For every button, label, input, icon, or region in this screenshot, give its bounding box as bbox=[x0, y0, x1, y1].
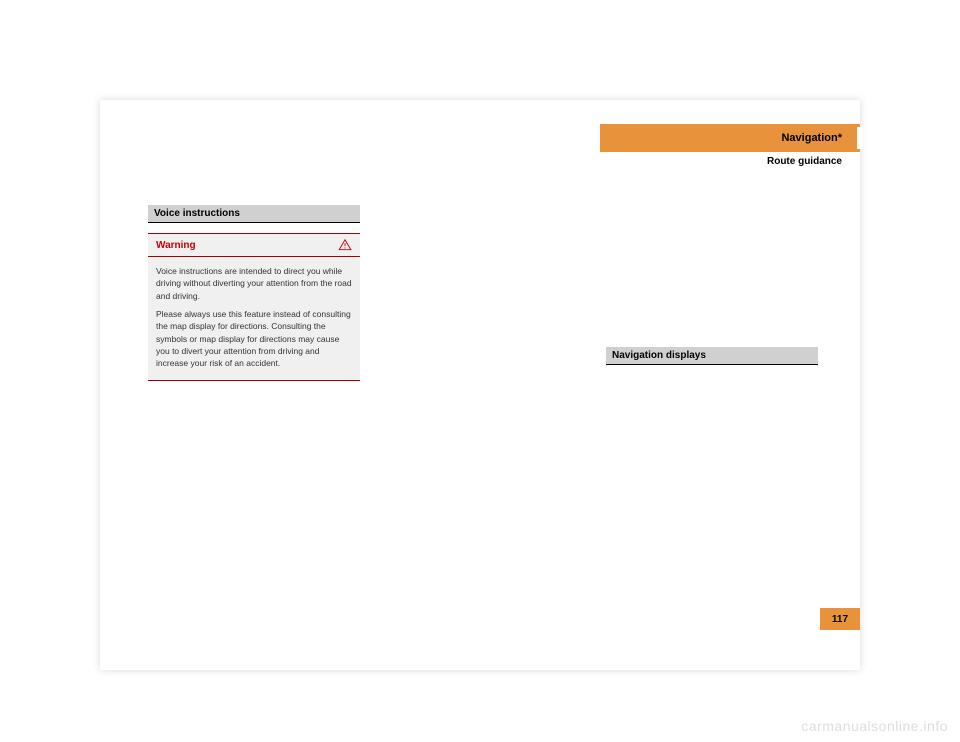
warning-title: Warning bbox=[156, 240, 196, 251]
warning-callout: Warning Voice instructions are intended … bbox=[148, 233, 360, 381]
warning-title-row: Warning bbox=[148, 234, 360, 257]
page-number: 117 bbox=[832, 614, 848, 625]
warning-triangle-icon bbox=[338, 238, 352, 252]
chapter-tab: Navigation* bbox=[600, 124, 860, 152]
chapter-title: Navigation* bbox=[781, 132, 842, 144]
manual-page: Navigation* Route guidance Voice instruc… bbox=[100, 100, 860, 670]
section-header-nav-displays: Navigation displays bbox=[606, 347, 818, 365]
left-column: Voice instructions Warning Voice instruc… bbox=[148, 205, 360, 381]
right-column: Navigation displays bbox=[606, 347, 818, 375]
watermark-text: carmanualsonline.info bbox=[801, 718, 948, 734]
warning-paragraph: Voice instructions are intended to direc… bbox=[156, 265, 352, 302]
page-subheading: Route guidance bbox=[767, 156, 842, 167]
section-header-voice: Voice instructions bbox=[148, 205, 360, 223]
warning-body: Voice instructions are intended to direc… bbox=[148, 257, 360, 380]
page-number-badge: 117 bbox=[820, 608, 860, 630]
warning-paragraph: Please always use this feature instead o… bbox=[156, 308, 352, 370]
